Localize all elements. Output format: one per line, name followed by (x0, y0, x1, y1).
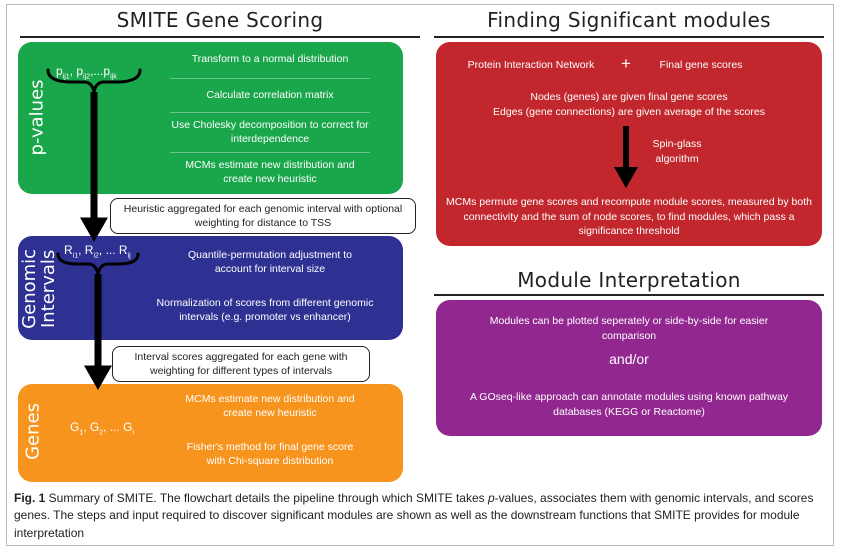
pvalues-step-3: Use Cholesky decomposition to correct fo… (171, 119, 369, 146)
right-top-section-title: Finding Significant modules (487, 8, 771, 32)
caption-figure-number: Fig. 1 (14, 491, 46, 505)
module-interpretation-panel (436, 300, 822, 436)
pvalues-step-4: MCMs estimate new distribution and creat… (185, 159, 355, 186)
genomic-step-2: Normalization of scores from different g… (156, 297, 374, 324)
genes-panel (18, 384, 403, 482)
permutation-description: MCMs permute gene scores and recompute m… (446, 196, 812, 238)
right-bottom-title-rule (434, 294, 824, 296)
plus-sign: + (621, 54, 631, 73)
plotting-description: Modules can be plotted seperately or sid… (489, 315, 769, 342)
nodes-description: Nodes (genes) are given final gene score… (530, 91, 728, 103)
pvalues-step-2: Calculate correlation matrix (206, 89, 334, 101)
genomic-intervals-panel (18, 236, 403, 340)
pvalues-panel (18, 42, 403, 194)
gene-scores-input-label: Final gene scores (659, 59, 743, 71)
pvalues-brace (46, 68, 142, 94)
genes-formula: G1, G2, ... Gi (70, 420, 135, 437)
left-section-title: SMITE Gene Scoring (116, 8, 324, 32)
caption-text-1: Summary of SMITE. The flowchart details … (45, 491, 488, 505)
genomic-formula: Ri1, Ri2, ... Rij (64, 243, 131, 260)
algorithm-label: Spin-glass algorithm (652, 138, 702, 165)
left-title-rule (20, 36, 420, 38)
goseq-description: A GOseq-like approach can annotate modul… (469, 391, 789, 418)
pvalues-divider-3 (170, 152, 370, 153)
right-bottom-section-title: Module Interpretation (517, 268, 741, 292)
genes-step-1: MCMs estimate new distribution and creat… (185, 393, 355, 420)
genes-step-2: Fisher's method for final gene score wit… (186, 441, 354, 468)
andor-label: and/or (609, 351, 649, 367)
genomic-step-1: Quantile-permutation adjustment to accou… (187, 249, 352, 276)
caption-italic-p: p (487, 491, 495, 505)
pvalues-divider-1 (170, 78, 370, 79)
pvalues-step-1: Transform to a normal distribution (191, 53, 349, 65)
pvalues-divider-2 (170, 112, 370, 113)
genomic-brace (56, 252, 140, 276)
right-top-title-rule (434, 36, 824, 38)
pvalues-formula: pij1, pij2,...pijk (56, 64, 117, 81)
figure-caption: Fig. 1 Summary of SMITE. The flowchart d… (14, 490, 824, 542)
caption-text-2: -values, associates them with genomic in… (14, 491, 814, 540)
aggregation-callout-1: Heuristic aggregated for each genomic in… (110, 198, 416, 235)
ppi-input-label: Protein Interaction Network (467, 59, 595, 71)
aggregation-callout-2: Interval scores aggregated for each gene… (112, 346, 370, 383)
edges-description: Edges (gene connections) are given avera… (492, 106, 765, 118)
